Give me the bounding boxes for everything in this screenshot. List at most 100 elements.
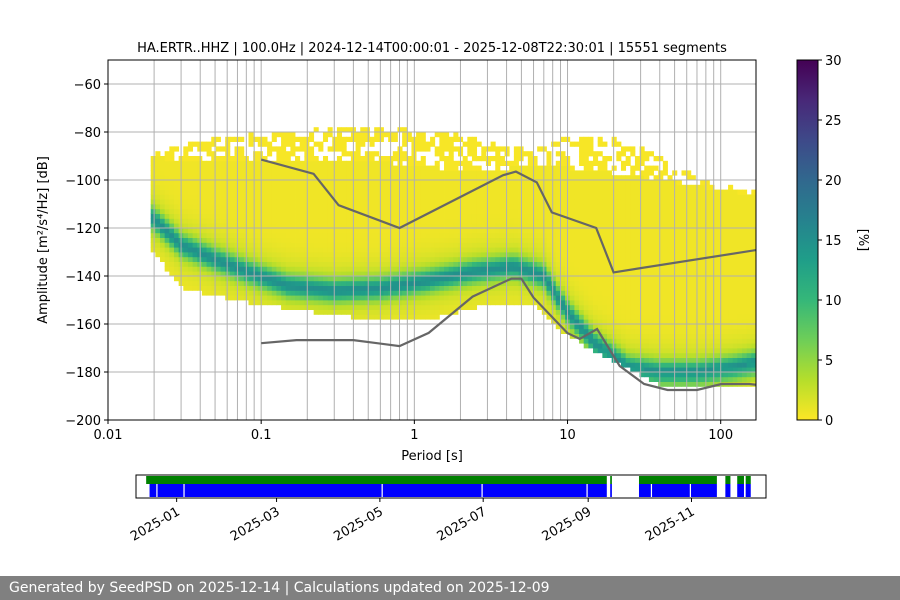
- heatmap-cell: [658, 372, 664, 378]
- heatmap-cell: [187, 228, 194, 234]
- heatmap-cell: [662, 290, 668, 296]
- heatmap-cell: [253, 285, 259, 291]
- heatmap-cell: [462, 208, 468, 214]
- heatmap-cell: [737, 208, 743, 214]
- heatmap-cell: [709, 208, 715, 214]
- heatmap-cell: [690, 352, 696, 358]
- heatmap-cell: [690, 324, 696, 330]
- heatmap-cell: [173, 160, 180, 166]
- heatmap-cell: [644, 189, 650, 195]
- heatmap-cell: [416, 136, 422, 142]
- heatmap-cell: [639, 372, 645, 378]
- heatmap-cell: [262, 199, 268, 205]
- heatmap-cell: [239, 276, 245, 282]
- heatmap-cell: [355, 247, 361, 253]
- heatmap-cell: [285, 156, 291, 162]
- heatmap-cell: [397, 271, 403, 277]
- heatmap-cell: [700, 180, 706, 186]
- heatmap-cell: [523, 199, 529, 205]
- heatmap-cell: [322, 309, 329, 315]
- heatmap-cell: [448, 266, 454, 272]
- heatmap-cell: [588, 170, 594, 176]
- heatmap-cell: [546, 314, 552, 320]
- heatmap-cell: [276, 151, 282, 157]
- heatmap-cell: [397, 180, 403, 186]
- heatmap-cell: [495, 242, 501, 248]
- heatmap-cell: [523, 247, 529, 253]
- heatmap-cell: [676, 309, 682, 315]
- heatmap-cell: [700, 348, 706, 354]
- heatmap-cell: [434, 218, 440, 224]
- heatmap-cell: [742, 280, 748, 286]
- heatmap-cell: [704, 338, 710, 344]
- heatmap-cell: [392, 136, 398, 142]
- heatmap-cell: [686, 252, 692, 258]
- heatmap-cell: [211, 218, 217, 224]
- heatmap-cell: [662, 199, 668, 205]
- heatmap-column: [332, 136, 338, 315]
- heatmap-cell: [676, 280, 682, 286]
- heatmap-cell: [225, 136, 231, 142]
- heatmap-cell: [686, 314, 692, 320]
- heatmap-cell: [313, 309, 319, 315]
- heatmap-cell: [318, 146, 324, 152]
- heatmap-cell: [248, 228, 254, 234]
- heatmap-cell: [723, 324, 729, 330]
- heatmap-cell: [383, 237, 389, 243]
- heatmap-cell: [662, 352, 668, 358]
- heatmap-cell: [658, 252, 664, 258]
- heatmap-cell: [402, 132, 408, 138]
- heatmap-cell: [355, 232, 361, 238]
- heatmap-cell: [332, 280, 338, 286]
- heatmap-cell: [248, 199, 254, 205]
- heatmap-cell: [201, 146, 207, 152]
- heatmap-cell: [462, 160, 468, 166]
- heatmap-cell: [206, 204, 212, 210]
- heatmap-cell: [318, 304, 324, 310]
- heatmap-cell: [620, 295, 627, 301]
- heatmap-cell: [499, 208, 505, 214]
- heatmap-cell: [364, 266, 370, 272]
- heatmap-cell: [183, 208, 189, 214]
- heatmap-cell: [523, 208, 529, 214]
- heatmap-cell: [579, 261, 585, 267]
- heatmap-cell: [290, 199, 296, 205]
- heatmap-cell: [532, 208, 538, 214]
- heatmap-cell: [625, 194, 631, 200]
- heatmap-cell: [276, 276, 282, 282]
- heatmap-cell: [374, 300, 380, 306]
- heatmap-cell: [704, 300, 710, 306]
- heatmap-cell: [686, 372, 692, 378]
- heatmap-cell: [728, 300, 734, 306]
- heatmap-cell: [155, 232, 161, 238]
- heatmap-cell: [700, 218, 706, 224]
- heatmap-cell: [593, 151, 599, 157]
- heatmap-column: [676, 180, 682, 387]
- heatmap-cell: [607, 156, 613, 162]
- timeline-blue-segment: [745, 484, 751, 497]
- heatmap-cell: [709, 381, 715, 387]
- heatmap-cell: [648, 271, 654, 277]
- heatmap-cell: [369, 271, 375, 277]
- heatmap-cell: [420, 304, 426, 310]
- heatmap-cell: [318, 261, 324, 267]
- heatmap-cell: [206, 170, 212, 176]
- heatmap-cell: [444, 276, 450, 282]
- heatmap-cell: [225, 285, 231, 291]
- heatmap-cell: [653, 266, 659, 272]
- heatmap-cell: [378, 223, 384, 229]
- heatmap-cell: [620, 189, 627, 195]
- heatmap-cell: [718, 338, 724, 344]
- heatmap-cell: [420, 242, 426, 248]
- heatmap-cell: [360, 228, 366, 234]
- heatmap-cell: [476, 295, 482, 301]
- heatmap-cell: [476, 156, 482, 162]
- heatmap-cell: [434, 160, 440, 166]
- heatmap-cell: [374, 160, 380, 166]
- heatmap-cell: [183, 199, 189, 205]
- heatmap-cell: [714, 367, 720, 373]
- heatmap-cell: [723, 276, 729, 282]
- heatmap-cell: [332, 175, 338, 181]
- heatmap-cell: [686, 247, 692, 253]
- heatmap-cell: [327, 237, 333, 243]
